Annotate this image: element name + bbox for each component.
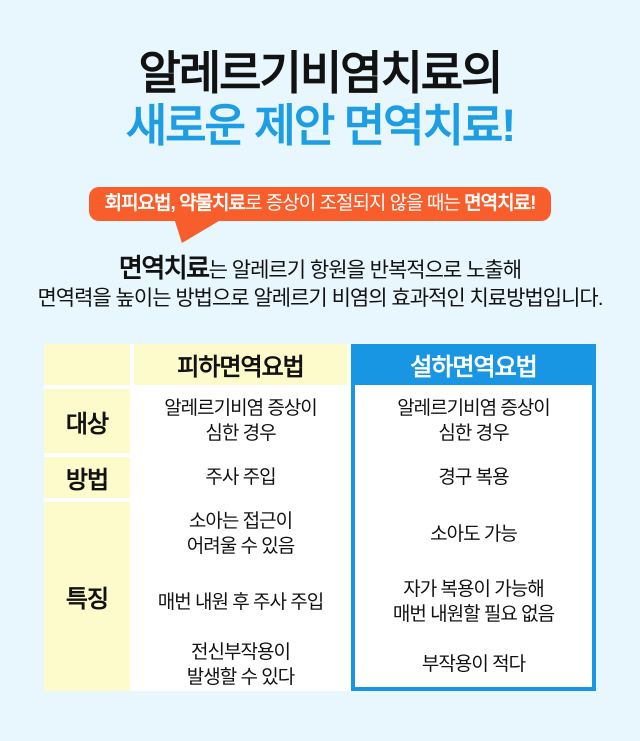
- callout-bold-prefix: 회피요법, 약물치료: [104, 193, 246, 214]
- title-line-2: 새로운 제안 면역치료!: [125, 100, 517, 151]
- table-cell: 부작용이 적다: [351, 638, 596, 691]
- column-header-subcutaneous: 피하면역요법: [134, 344, 347, 385]
- title-line-1: 알레르기비염치료의: [138, 47, 504, 99]
- callout-bold-suffix: 면역치료!: [464, 193, 536, 214]
- table-cell: 알레르기비염 증상이 심한 경우: [351, 389, 596, 453]
- row-label-features: 특징: [44, 502, 130, 691]
- table-cell: 자가 복용이 가능해 매번 내원할 필요 없음: [351, 570, 596, 634]
- page-title: 알레르기비염치료의 새로운 제안 면역치료!: [0, 47, 640, 152]
- table-cell: 알레르기비염 증상이 심한 경우: [134, 389, 347, 453]
- table-cell: 주사 주입: [134, 457, 347, 498]
- intro-line-2: 면역력을 높이는 방법으로 알레르기 비염의 효과적인 치료방법입니다.: [37, 287, 603, 310]
- comparison-table: 피하면역요법 설하면역요법 대상 방법 특징 알레르기비염 증상이 심한 경우 …: [44, 344, 596, 691]
- table-corner-cell: [44, 344, 130, 385]
- intro-paragraph: 면역치료는 알레르기 항원을 반복적으로 노출해 면역력을 높이는 방법으로 알…: [0, 254, 640, 313]
- row-label-method: 방법: [44, 457, 130, 498]
- table-cell: 전신부작용이 발생할 수 있다: [134, 638, 347, 691]
- table-cell: 매번 내원 후 주사 주입: [134, 570, 347, 634]
- intro-lead-word: 면역치료: [118, 253, 210, 283]
- table-cell: 소아도 가능: [351, 502, 596, 566]
- row-label-target: 대상: [44, 389, 130, 453]
- column-header-sublingual: 설하면역요법: [351, 344, 596, 385]
- intro-line-1-rest: 는 알레르기 항원을 반복적으로 노출해: [208, 259, 522, 282]
- intro-line-1: 면역치료는 알레르기 항원을 반복적으로 노출해: [0, 254, 640, 285]
- callout-middle: 로 증상이 조절되지 않을 때는: [245, 193, 465, 214]
- table-cell: 소아는 접근이 어려울 수 있음: [134, 502, 347, 566]
- callout-bubble: 회피요법, 약물치료로 증상이 조절되지 않을 때는 면역치료!: [88, 187, 552, 243]
- callout-bubble-wrap: 회피요법, 약물치료로 증상이 조절되지 않을 때는 면역치료!: [0, 187, 640, 243]
- speech-bubble-tail: [174, 220, 221, 243]
- table-cell: 경구 복용: [351, 457, 596, 498]
